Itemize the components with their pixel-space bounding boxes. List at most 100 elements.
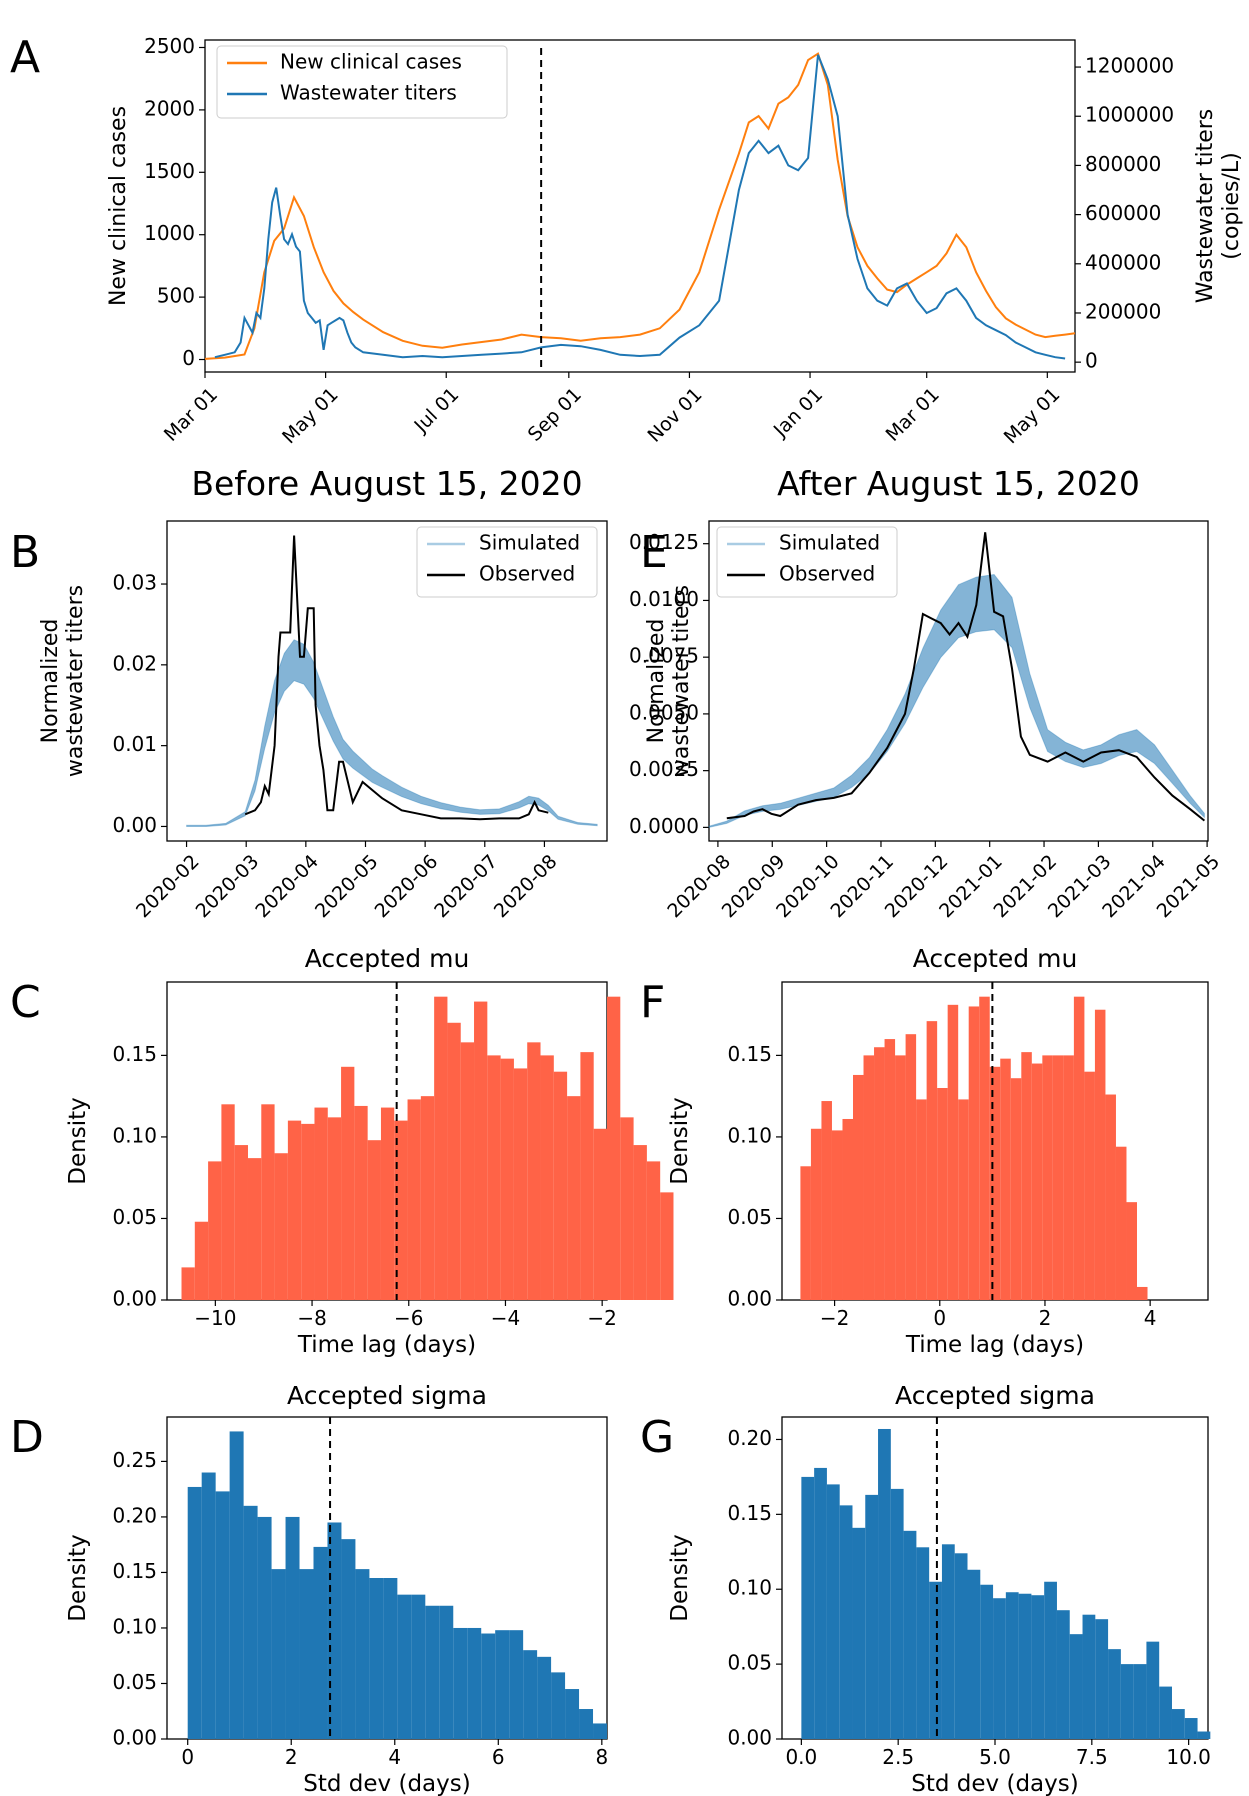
histogram-bar — [620, 1117, 634, 1300]
histogram-bar — [397, 1594, 412, 1739]
histogram-bar — [287, 1120, 302, 1300]
histogram-bar — [937, 1088, 948, 1300]
histogram-bar — [1082, 1614, 1096, 1739]
histogram-bar — [513, 1068, 528, 1300]
y-tick-label: 0.20 — [727, 1426, 772, 1450]
histogram-bar — [968, 1006, 980, 1300]
histogram-bar — [947, 1004, 959, 1300]
y-tick-label: 1500 — [144, 159, 195, 183]
x-tick-label: Mar 01 — [882, 384, 944, 446]
panel-letter-E: E — [640, 527, 668, 578]
histogram-bar — [1010, 1078, 1022, 1300]
simulated-band — [708, 573, 1205, 829]
x-tick-label: −4 — [491, 1306, 520, 1330]
histogram-bar — [341, 1539, 356, 1739]
histogram-bar — [1031, 1595, 1045, 1739]
y2-tick-label: 1200000 — [1085, 54, 1174, 78]
histogram-bar — [593, 1723, 607, 1739]
y-tick-label: 0.0050 — [629, 700, 699, 724]
histogram-bar — [1094, 1009, 1106, 1300]
histogram-bar — [1063, 1055, 1074, 1300]
histogram-bar — [481, 1633, 496, 1739]
histogram-bar — [1115, 1146, 1127, 1300]
histogram-bar — [274, 1153, 288, 1300]
y-tick-label: 0.05 — [112, 1205, 157, 1229]
y2-tick-label: 600000 — [1085, 201, 1161, 225]
y-axis-label: New clinical cases — [106, 106, 131, 306]
histogram-bar — [500, 1058, 514, 1300]
legend-box — [216, 45, 508, 119]
histogram-bar — [579, 1709, 594, 1739]
y-axis-label: Density — [667, 1097, 693, 1184]
y-tick-label: 0.0125 — [629, 530, 699, 554]
panel-title: Accepted mu — [913, 944, 1078, 973]
histogram-bar — [301, 1123, 315, 1300]
histogram-bar — [1171, 1709, 1185, 1739]
histogram-bar — [314, 1107, 328, 1300]
panel-letter-B: B — [10, 527, 40, 578]
legend-label: Simulated — [479, 531, 580, 555]
histogram-bar — [660, 1192, 674, 1300]
histogram-bar — [551, 1672, 566, 1739]
histogram-bar — [1069, 1634, 1083, 1739]
x-tick-label: 2020-05 — [311, 851, 383, 923]
y2-tick-label: 0 — [1085, 349, 1098, 373]
histogram-bar — [863, 1055, 875, 1300]
histogram-bar — [425, 1605, 440, 1739]
histogram-bar — [327, 1117, 342, 1300]
histogram-bar — [954, 1553, 968, 1739]
x-axis-label: Std dev (days) — [303, 1771, 470, 1796]
histogram-bar — [967, 1569, 981, 1739]
panel-title: Accepted sigma — [895, 1381, 1095, 1410]
panel-letter-F: F — [640, 977, 665, 1028]
histogram-bar — [299, 1569, 314, 1739]
histogram-bar — [553, 1071, 568, 1300]
x-tick-label: 2 — [285, 1745, 298, 1769]
y-axis-label: Density — [65, 1534, 91, 1621]
y-tick-label: 0.05 — [727, 1205, 772, 1229]
y-axis-label: Density — [65, 1097, 91, 1184]
x-tick-label: May 01 — [1000, 384, 1065, 449]
histogram-bar — [905, 1034, 917, 1300]
x-tick-label: 5.0 — [979, 1745, 1011, 1769]
histogram-bar — [215, 1491, 230, 1739]
histogram-bar — [367, 1140, 381, 1300]
histogram-bar — [194, 1221, 209, 1300]
y-tick-label: 0.10 — [112, 1614, 157, 1638]
x-tick-label: May 01 — [278, 384, 343, 449]
y-tick-label: 0.15 — [727, 1042, 772, 1066]
histogram-bar — [383, 1578, 398, 1739]
histogram-bar — [821, 1101, 832, 1300]
histogram-bar — [341, 1066, 355, 1300]
histogram-bar — [447, 1022, 461, 1300]
histogram-bar — [567, 1096, 581, 1300]
histogram-bar — [831, 1130, 843, 1300]
simulated-band — [186, 639, 598, 827]
histogram-bar — [181, 1267, 195, 1300]
histogram-bar — [1056, 1610, 1070, 1739]
x-tick-label: −2 — [820, 1306, 849, 1330]
histogram-bar — [257, 1516, 272, 1739]
histogram-bar — [800, 1166, 811, 1300]
y2-axis-label-line1: Wastewater titers — [1193, 109, 1218, 304]
histogram-bar — [853, 1074, 864, 1300]
x-tick-label: 2020-07 — [430, 851, 502, 923]
y-tick-label: 0.15 — [112, 1042, 157, 1066]
x-tick-label: 2.5 — [882, 1745, 914, 1769]
histogram-bar — [355, 1569, 370, 1739]
histogram-bar — [593, 1128, 607, 1300]
y-axis-label-line2: wastewater titers — [63, 585, 88, 777]
x-tick-label: 0 — [181, 1745, 194, 1769]
y-axis-label: Density — [667, 1534, 693, 1621]
x-tick-label: 0.0 — [785, 1745, 817, 1769]
y2-tick-label: 400000 — [1085, 250, 1161, 274]
y-tick-label: 0.10 — [112, 1123, 157, 1147]
y-tick-label: 0.0075 — [629, 644, 699, 668]
histogram-bar — [1133, 1664, 1147, 1739]
histogram-bar — [201, 1472, 216, 1739]
histogram-bar — [895, 1055, 906, 1300]
histogram-bar — [460, 1042, 475, 1300]
histogram-bar — [1120, 1664, 1134, 1739]
y-tick-label: 0.03 — [112, 571, 157, 595]
